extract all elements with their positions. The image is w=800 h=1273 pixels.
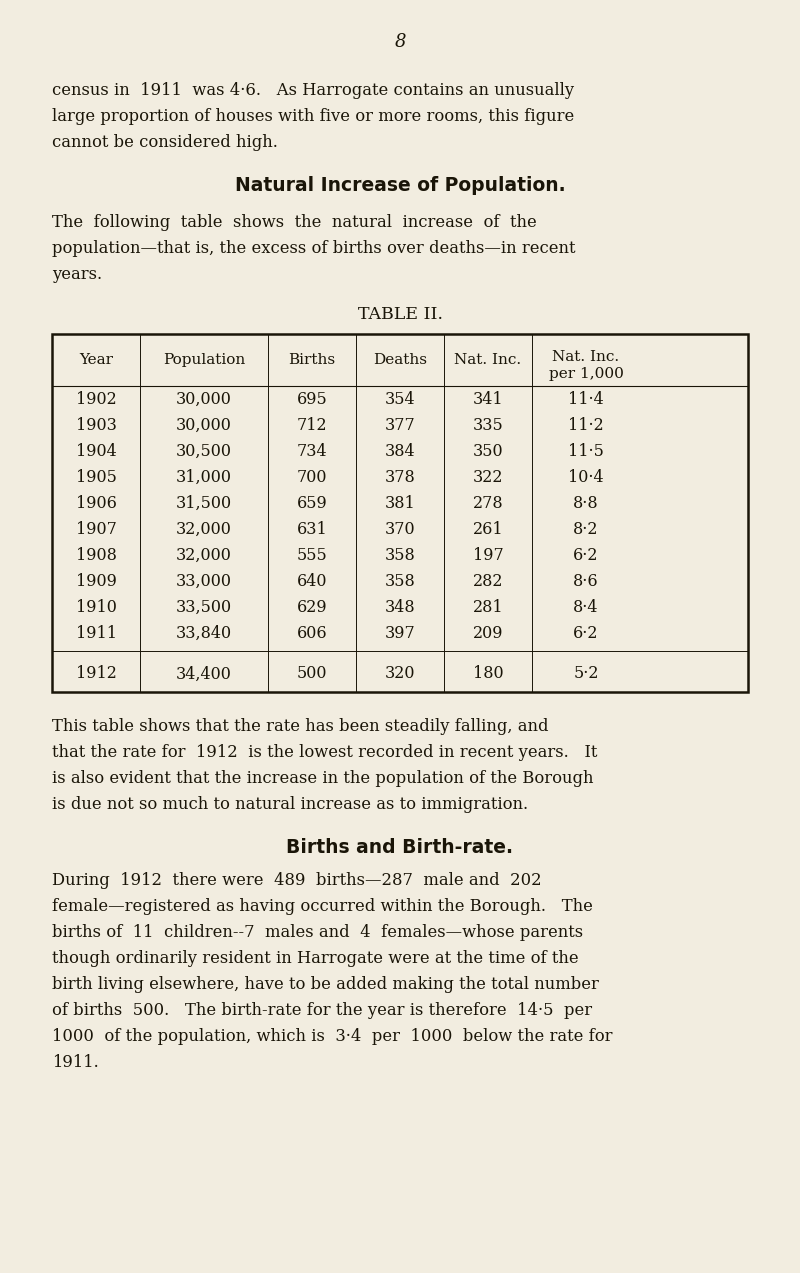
Text: cannot be considered high.: cannot be considered high. [52,134,278,151]
Text: TABLE II.: TABLE II. [358,306,442,323]
Text: 1906: 1906 [75,494,117,512]
Text: 33,840: 33,840 [176,625,232,642]
Text: 30,500: 30,500 [176,443,232,460]
Text: 31,500: 31,500 [176,494,232,512]
Text: 11·4: 11·4 [568,391,604,407]
Text: Nat. Inc.: Nat. Inc. [454,353,522,367]
Text: Natural Increase of Population.: Natural Increase of Population. [234,176,566,195]
Text: Population: Population [163,353,245,367]
Text: 358: 358 [385,573,415,589]
Text: 629: 629 [297,598,327,616]
Text: years.: years. [52,266,102,283]
Text: 209: 209 [473,625,503,642]
Text: 370: 370 [385,521,415,537]
Text: 281: 281 [473,598,503,616]
Text: 734: 734 [297,443,327,460]
Text: 322: 322 [473,468,503,485]
Text: 6·2: 6·2 [574,546,598,564]
Text: 320: 320 [385,666,415,682]
Text: 700: 700 [297,468,327,485]
Text: 33,500: 33,500 [176,598,232,616]
Text: per 1,000: per 1,000 [549,367,623,381]
Text: 1911: 1911 [75,625,117,642]
Text: Deaths: Deaths [373,353,427,367]
Text: 180: 180 [473,666,503,682]
Text: 5·2: 5·2 [574,666,598,682]
Text: 1907: 1907 [75,521,117,537]
Text: 278: 278 [473,494,503,512]
Text: 1912: 1912 [75,666,117,682]
Text: 8·8: 8·8 [573,494,599,512]
Text: 381: 381 [385,494,415,512]
Text: 8·2: 8·2 [574,521,598,537]
Text: 31,000: 31,000 [176,468,232,485]
Text: 1905: 1905 [75,468,117,485]
Text: birth living elsewhere, have to be added making the total number: birth living elsewhere, have to be added… [52,976,599,993]
Text: is due not so much to natural increase as to immigration.: is due not so much to natural increase a… [52,796,528,813]
Text: 354: 354 [385,391,415,407]
Text: 8: 8 [394,33,406,51]
Text: 695: 695 [297,391,327,407]
Text: 358: 358 [385,546,415,564]
Text: is also evident that the increase in the population of the Borough: is also evident that the increase in the… [52,770,594,787]
Text: 348: 348 [385,598,415,616]
Text: 397: 397 [385,625,415,642]
Text: 8·6: 8·6 [573,573,599,589]
Text: 1910: 1910 [75,598,117,616]
Text: 631: 631 [297,521,327,537]
Text: Nat. Inc.: Nat. Inc. [553,350,619,364]
Text: 32,000: 32,000 [176,546,232,564]
Text: large proportion of houses with five or more rooms, this figure: large proportion of houses with five or … [52,108,574,125]
Text: 555: 555 [297,546,327,564]
Text: 1908: 1908 [75,546,117,564]
Text: 335: 335 [473,416,503,434]
Text: This table shows that the rate has been steadily falling, and: This table shows that the rate has been … [52,718,549,735]
Text: 30,000: 30,000 [176,416,232,434]
Text: 8·4: 8·4 [574,598,598,616]
Text: 712: 712 [297,416,327,434]
Text: 1909: 1909 [75,573,117,589]
Text: Births and Birth-rate.: Births and Birth-rate. [286,838,514,857]
Text: population—that is, the excess of births over deaths—in recent: population—that is, the excess of births… [52,241,575,257]
Text: 606: 606 [297,625,327,642]
Text: 1902: 1902 [76,391,116,407]
Text: 659: 659 [297,494,327,512]
Text: During  1912  there were  489  births—287  male and  202: During 1912 there were 489 births—287 ma… [52,872,542,889]
Text: 1904: 1904 [76,443,116,460]
Text: that the rate for  1912  is the lowest recorded in recent years.   It: that the rate for 1912 is the lowest rec… [52,743,598,761]
Text: 1911.: 1911. [52,1054,98,1071]
Text: 33,000: 33,000 [176,573,232,589]
Text: 1903: 1903 [75,416,117,434]
Text: 640: 640 [297,573,327,589]
Text: 378: 378 [385,468,415,485]
Text: The  following  table  shows  the  natural  increase  of  the: The following table shows the natural in… [52,214,537,230]
Text: female—registered as having occurred within the Borough.   The: female—registered as having occurred wit… [52,897,593,915]
Text: 34,400: 34,400 [176,666,232,682]
Text: 30,000: 30,000 [176,391,232,407]
Text: 500: 500 [297,666,327,682]
Text: of births  500.   The birth-rate for the year is therefore  14·5  per: of births 500. The birth-rate for the ye… [52,1002,592,1018]
Text: 350: 350 [473,443,503,460]
Text: Births: Births [289,353,335,367]
Text: 384: 384 [385,443,415,460]
Text: 261: 261 [473,521,503,537]
Text: 1000  of the population, which is  3·4  per  1000  below the rate for: 1000 of the population, which is 3·4 per… [52,1029,613,1045]
Text: though ordinarily resident in Harrogate were at the time of the: though ordinarily resident in Harrogate … [52,950,578,967]
Text: census in  1911  was 4·6.   As Harrogate contains an unusually: census in 1911 was 4·6. As Harrogate con… [52,81,574,99]
Text: 11·5: 11·5 [568,443,604,460]
Bar [52,334,748,693]
Text: Year: Year [79,353,113,367]
Text: 32,000: 32,000 [176,521,232,537]
Text: 377: 377 [385,416,415,434]
Text: 11·2: 11·2 [568,416,604,434]
Text: births of  11  children--7  males and  4  females—whose parents: births of 11 children--7 males and 4 fem… [52,924,583,941]
Text: 282: 282 [473,573,503,589]
Text: 197: 197 [473,546,503,564]
Text: 10·4: 10·4 [568,468,604,485]
Text: 341: 341 [473,391,503,407]
Text: 6·2: 6·2 [574,625,598,642]
